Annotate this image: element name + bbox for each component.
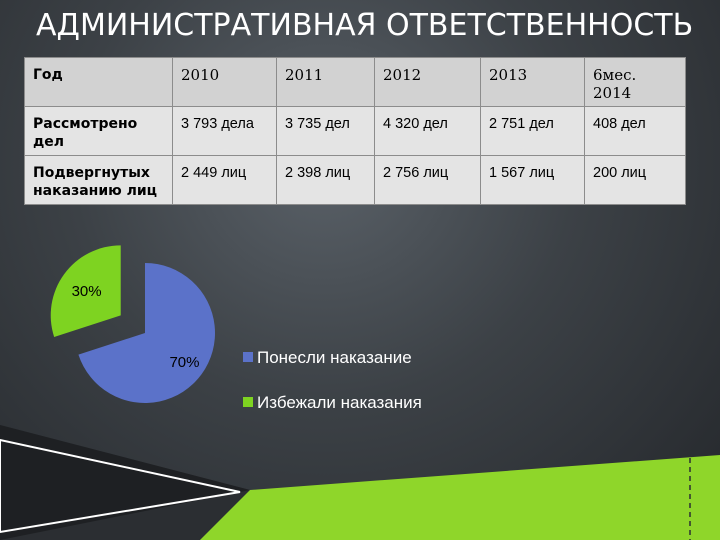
header-cell-2012: 2012	[374, 57, 481, 107]
table-row: Подвергнутых наказанию лиц 2 449 лиц 2 3…	[24, 155, 686, 205]
pie-slice-0	[78, 263, 215, 403]
deco-white-stroke	[0, 438, 241, 534]
table-header-row: Год 2010 2011 2012 2013 6мес. 2014	[24, 57, 686, 107]
pie-label-avoided: 30%	[71, 282, 102, 300]
table-cell: 3 793 дела	[172, 106, 277, 156]
table-cell: 1 567 лиц	[480, 155, 585, 205]
legend-item-punished: Понесли наказание	[243, 348, 412, 368]
table-row: Рассмотрено дел 3 793 дела 3 735 дел 4 3…	[24, 106, 686, 156]
header-cell-2013: 2013	[480, 57, 585, 107]
table-cell: 2 751 дел	[480, 106, 585, 156]
header-cell-2014-half: 6мес. 2014	[584, 57, 686, 107]
pie-slice-1	[50, 245, 121, 337]
header-cell-year-label: Год	[24, 57, 173, 107]
stats-table: Год 2010 2011 2012 2013 6мес. 2014 Рассм…	[24, 57, 686, 205]
table-cell: 4 320 дел	[374, 106, 481, 156]
table-cell: 2 449 лиц	[172, 155, 277, 205]
table-cell: 3 735 дел	[276, 106, 375, 156]
table-cell: 200 лиц	[584, 155, 686, 205]
legend-item-avoided: Избежали наказания	[243, 393, 422, 413]
row-label-cases: Рассмотрено дел	[24, 106, 173, 156]
deco-green-band	[200, 455, 720, 540]
header-cell-2010: 2010	[172, 57, 277, 107]
table-cell: 408 дел	[584, 106, 686, 156]
table-cell: 2 398 лиц	[276, 155, 375, 205]
table-cell: 2 756 лиц	[374, 155, 481, 205]
legend-swatch-avoided	[243, 397, 253, 407]
legend-label-punished: Понесли наказание	[257, 348, 412, 367]
slide-title: АДМИНИСТРАТИВНАЯ ОТВЕТСТВЕННОСТЬ	[36, 8, 694, 43]
row-label-punished: Подвергнутых наказанию лиц	[24, 155, 173, 205]
legend-swatch-punished	[243, 352, 253, 362]
pie-label-punished: 70%	[169, 353, 200, 371]
legend-label-avoided: Избежали наказания	[257, 393, 422, 412]
